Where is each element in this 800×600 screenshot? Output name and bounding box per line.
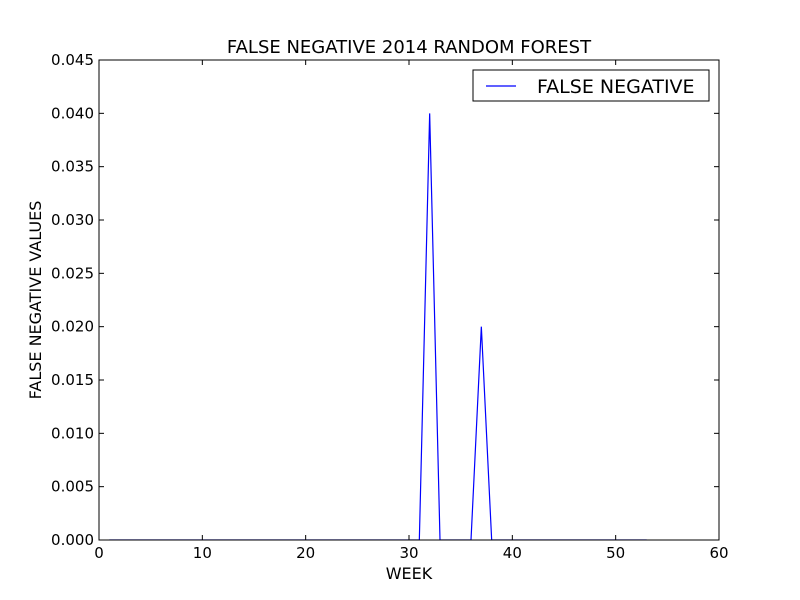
y-tick-label: 0.025	[51, 264, 94, 282]
y-tick-label: 0.040	[51, 104, 94, 122]
legend: FALSE NEGATIVE	[472, 69, 710, 102]
y-tick-label: 0.005	[51, 478, 94, 496]
plot-frame	[98, 59, 720, 541]
x-tick-label: 50	[606, 544, 625, 562]
y-tick-label: 0.015	[51, 371, 94, 389]
y-tick-label: 0.020	[51, 318, 94, 336]
x-tick-label: 60	[709, 544, 728, 562]
y-tick-label: 0.035	[51, 158, 94, 176]
y-tick-label: 0.000	[51, 531, 94, 549]
chart-title: FALSE NEGATIVE 2014 RANDOM FOREST	[227, 37, 592, 58]
y-axis-label: FALSE NEGATIVE VALUES	[26, 201, 45, 400]
x-axis-label: WEEK	[386, 564, 433, 583]
y-tick-label: 0.045	[51, 51, 94, 69]
plot-area	[99, 60, 719, 540]
legend-label: FALSE NEGATIVE	[537, 76, 695, 98]
x-tick-label: 10	[193, 544, 212, 562]
x-tick-label: 40	[503, 544, 522, 562]
y-tick-label: 0.030	[51, 211, 94, 229]
y-tick-label: 0.010	[51, 424, 94, 442]
x-tick-label: 30	[399, 544, 418, 562]
x-tick-label: 20	[296, 544, 315, 562]
ticks-layer: 0 10 20 30 40 50 60 0.000 0.005 0.010 0.015 0.020 0.…	[51, 51, 729, 562]
x-tick-label: 0	[94, 544, 104, 562]
